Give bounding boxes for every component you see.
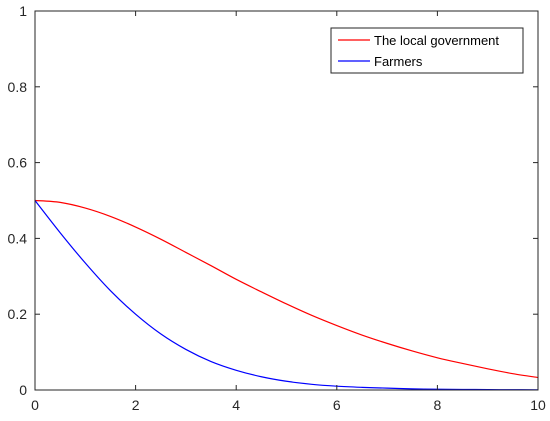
series-layer	[34, 199, 539, 391]
axes-box	[34, 10, 539, 391]
legend-label-farmers: Farmers	[374, 54, 423, 69]
legend: The local government Farmers	[330, 27, 524, 74]
series-line-local-government	[34, 199, 539, 379]
x-tick-label: 8	[434, 397, 442, 413]
axes-layer	[34, 10, 539, 391]
x-tick-label: 10	[530, 397, 546, 413]
x-tick-label: 4	[232, 397, 240, 413]
plot-area	[35, 11, 538, 390]
legend-label-local-government: The local government	[374, 33, 499, 48]
series-line-farmers	[34, 200, 539, 391]
y-tick-label: 1	[19, 3, 27, 19]
y-tick-label: 0.2	[8, 306, 28, 322]
x-tick-label: 6	[333, 397, 341, 413]
x-tick-label: 2	[132, 397, 140, 413]
y-tick-label: 0.6	[8, 155, 28, 171]
legend-box	[330, 27, 524, 74]
ticks-layer: 0 2 4 6 8 10 0 0.2 0.4 0.6 0.8 1	[8, 3, 546, 413]
y-tick-label: 0.4	[8, 230, 28, 246]
x-tick-label: 0	[31, 397, 39, 413]
y-tick-label: 0	[19, 382, 27, 398]
y-tick-label: 0.8	[8, 79, 28, 95]
